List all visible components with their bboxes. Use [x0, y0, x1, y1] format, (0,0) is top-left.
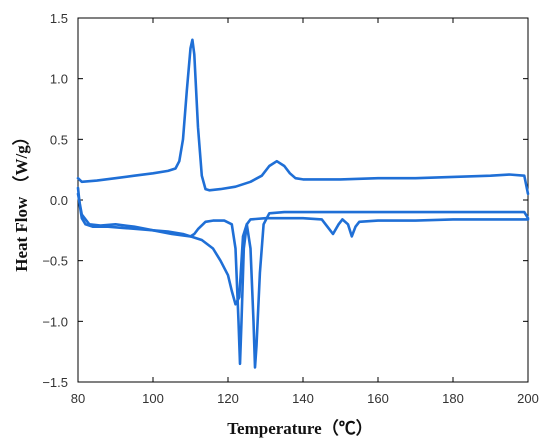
series-lines — [76, 38, 530, 369]
x-tick-label: 180 — [442, 391, 464, 406]
y-tick-label: −1.0 — [42, 314, 68, 329]
y-tick-label: 1.5 — [50, 11, 68, 26]
tick-marks — [77, 17, 529, 383]
y-tick-label: −1.5 — [42, 375, 68, 390]
series-line-1 — [76, 38, 530, 196]
series-line-2 — [76, 186, 530, 366]
x-tick-labels: 80 100 120 140 160 180 200 — [71, 391, 539, 406]
x-tick-label: 140 — [292, 391, 314, 406]
y-tick-label: −0.5 — [42, 254, 68, 269]
x-tick-label: 200 — [517, 391, 539, 406]
x-tick-label: 120 — [217, 391, 239, 406]
x-tick-label: 80 — [71, 391, 85, 406]
x-tick-label: 100 — [142, 391, 164, 406]
y-tick-label: 0.0 — [50, 193, 68, 208]
x-axis-title: Temperature（℃） — [227, 418, 372, 438]
plot-frame — [77, 17, 529, 383]
y-tick-label: 0.5 — [50, 132, 68, 147]
x-tick-label: 160 — [367, 391, 389, 406]
y-tick-label: 1.0 — [50, 72, 68, 87]
y-axis-title: Heat Flow （W/g） — [11, 128, 31, 272]
y-tick-labels: −1.5 −1.0 −0.5 0.0 0.5 1.0 1.5 — [42, 11, 68, 390]
series-line-3 — [76, 192, 530, 369]
